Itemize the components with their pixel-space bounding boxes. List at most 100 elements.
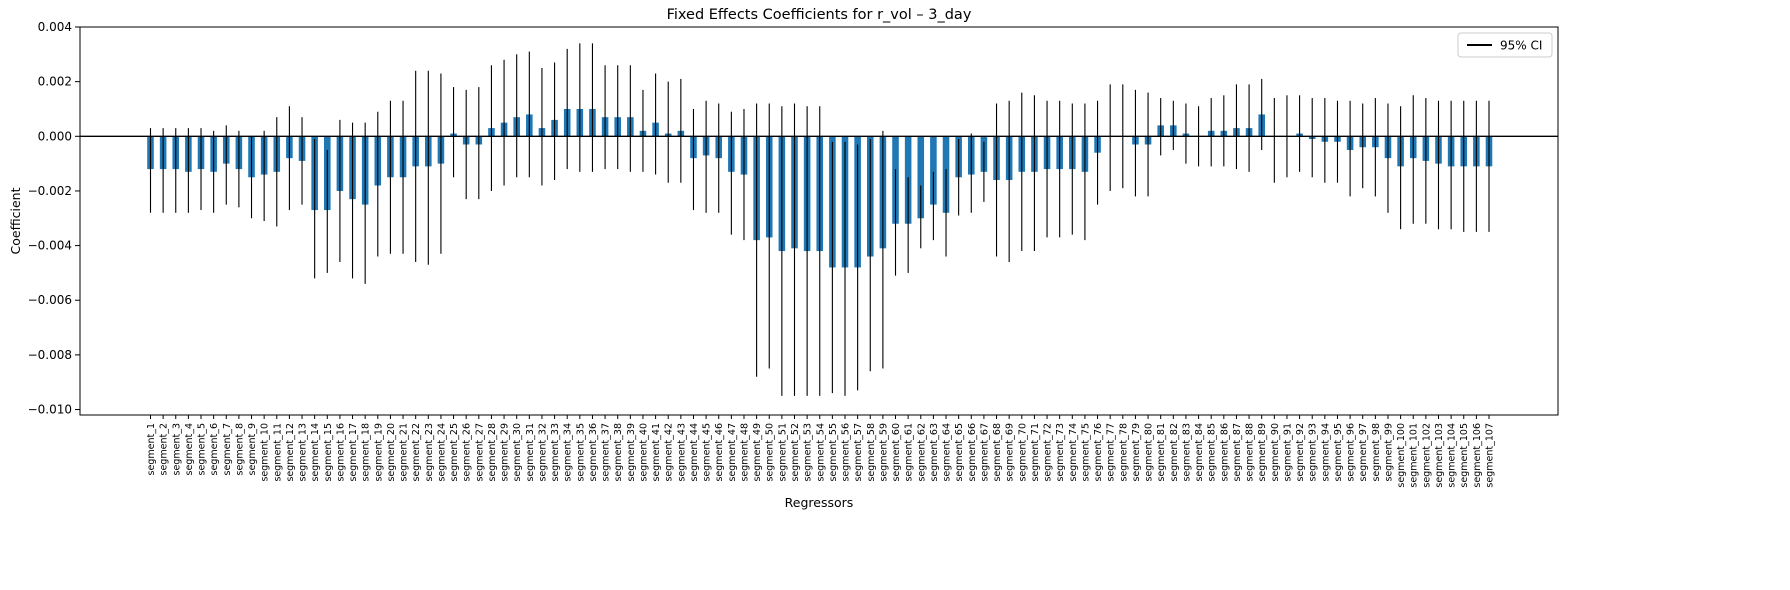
x-tick-label: segment_21 — [399, 423, 410, 482]
x-tick-label: segment_59 — [878, 423, 889, 482]
x-tick-label: segment_54 — [815, 423, 826, 482]
x-tick-label: segment_49 — [752, 423, 763, 482]
x-tick-label: segment_25 — [449, 423, 460, 482]
x-tick-label: segment_9 — [247, 423, 258, 475]
x-tick-label: segment_20 — [386, 423, 397, 482]
bar-segment_63 — [930, 136, 937, 205]
x-tick-label: segment_98 — [1371, 423, 1382, 482]
x-tick-label: segment_107 — [1485, 423, 1496, 488]
x-tick-label: segment_97 — [1358, 423, 1369, 482]
x-tick-label: segment_101 — [1409, 423, 1420, 488]
bar-segment_62 — [917, 136, 925, 219]
x-tick-label: segment_87 — [1232, 423, 1243, 482]
x-tick-label: segment_10 — [260, 423, 271, 482]
legend-box — [1457, 32, 1553, 58]
x-tick-label: segment_64 — [942, 423, 953, 482]
x-tick-label: segment_65 — [954, 423, 965, 482]
x-tick-label: segment_32 — [537, 423, 548, 482]
x-tick-label: segment_81 — [1156, 423, 1167, 482]
x-tick-label: segment_60 — [891, 423, 902, 482]
x-tick-label: segment_58 — [866, 423, 877, 482]
x-tick-label: segment_55 — [828, 423, 839, 482]
x-tick-label: segment_85 — [1207, 423, 1218, 482]
x-tick-label: segment_68 — [992, 423, 1003, 482]
x-tick-label: segment_70 — [1017, 423, 1028, 482]
x-tick-label: segment_2 — [159, 423, 170, 475]
x-tick-label: segment_106 — [1472, 423, 1483, 488]
x-tick-label: segment_27 — [474, 423, 485, 482]
x-tick-label: segment_83 — [1181, 423, 1192, 482]
x-tick-label: segment_93 — [1308, 423, 1319, 482]
x-tick-label: segment_104 — [1447, 423, 1458, 488]
x-tick-label: segment_13 — [298, 423, 309, 482]
x-tick-label: segment_82 — [1169, 423, 1180, 482]
x-tick-label: segment_66 — [967, 423, 978, 482]
x-tick-label: segment_71 — [1030, 423, 1041, 482]
x-tick-label: segment_26 — [462, 423, 473, 482]
x-tick-label: segment_36 — [588, 423, 599, 482]
y-axis-ticks: 0.004 0.002 0.000 −0.002 −0.004 −0.006 −0.008 −… — [28, 20, 80, 417]
y-tick-label: −0.002 — [28, 184, 72, 198]
x-tick-label: segment_48 — [739, 423, 750, 482]
x-tick-label: segment_16 — [335, 423, 346, 482]
x-tick-label: segment_30 — [512, 423, 523, 482]
x-tick-label: segment_11 — [272, 423, 283, 482]
y-tick-label: −0.006 — [28, 293, 72, 307]
x-tick-label: segment_105 — [1459, 423, 1470, 488]
x-tick-label: segment_5 — [197, 423, 208, 475]
x-tick-label: segment_96 — [1346, 423, 1357, 482]
y-tick-label: −0.004 — [28, 239, 72, 253]
x-tick-label: segment_90 — [1270, 423, 1281, 482]
x-tick-label: segment_37 — [601, 423, 612, 482]
x-tick-label: segment_102 — [1421, 423, 1432, 488]
x-tick-label: segment_52 — [790, 423, 801, 482]
x-tick-label: segment_39 — [626, 423, 637, 482]
x-tick-label: segment_35 — [575, 423, 586, 482]
x-tick-label: segment_103 — [1434, 423, 1445, 488]
x-tick-label: segment_92 — [1295, 423, 1306, 482]
x-tick-label: segment_12 — [285, 423, 296, 482]
x-tick-label: segment_73 — [1055, 423, 1066, 482]
x-tick-label: segment_44 — [689, 423, 700, 482]
x-tick-label: segment_1 — [146, 423, 157, 475]
x-tick-label: segment_41 — [651, 423, 662, 482]
x-tick-label: segment_75 — [1080, 423, 1091, 482]
x-tick-label: segment_67 — [979, 423, 990, 482]
x-tick-label: segment_38 — [613, 423, 624, 482]
x-tick-label: segment_4 — [184, 423, 195, 475]
y-tick-label: 0.000 — [38, 129, 72, 143]
y-axis-label: Coefficient — [8, 187, 23, 254]
x-tick-label: segment_89 — [1257, 423, 1268, 482]
x-tick-label: segment_53 — [803, 423, 814, 482]
x-tick-label: segment_62 — [916, 423, 927, 482]
x-tick-label: segment_56 — [841, 423, 852, 482]
x-tick-label: segment_61 — [904, 423, 915, 482]
x-tick-label: segment_100 — [1396, 423, 1407, 488]
axes-frame — [79, 26, 1559, 416]
x-tick-label: segment_72 — [1043, 423, 1054, 482]
x-tick-label: segment_34 — [563, 423, 574, 482]
x-tick-label: segment_14 — [310, 423, 321, 482]
x-tick-label: segment_19 — [373, 423, 384, 482]
x-tick-label: segment_8 — [234, 423, 245, 475]
x-tick-label: segment_50 — [765, 423, 776, 482]
x-tick-label: segment_24 — [436, 423, 447, 482]
x-tick-label: segment_40 — [638, 423, 649, 482]
x-tick-label: segment_33 — [550, 423, 561, 482]
x-tick-label: segment_7 — [222, 423, 233, 475]
x-tick-label: segment_80 — [1144, 423, 1155, 482]
y-tick-label: −0.010 — [28, 403, 72, 417]
x-tick-label: segment_84 — [1194, 423, 1205, 482]
chart-title: Fixed Effects Coefficients for r_vol – 3… — [667, 7, 972, 23]
plot-area — [80, 43, 1558, 396]
x-tick-label: segment_63 — [929, 423, 940, 482]
x-tick-label: segment_57 — [853, 423, 864, 482]
legend: 95% CI — [1457, 32, 1553, 58]
x-tick-label: segment_46 — [714, 423, 725, 482]
x-tick-label: segment_79 — [1131, 423, 1142, 482]
x-tick-label: segment_45 — [702, 423, 713, 482]
x-tick-label: segment_86 — [1219, 423, 1230, 482]
x-tick-label: segment_43 — [676, 423, 687, 482]
y-tick-label: 0.002 — [38, 75, 72, 89]
